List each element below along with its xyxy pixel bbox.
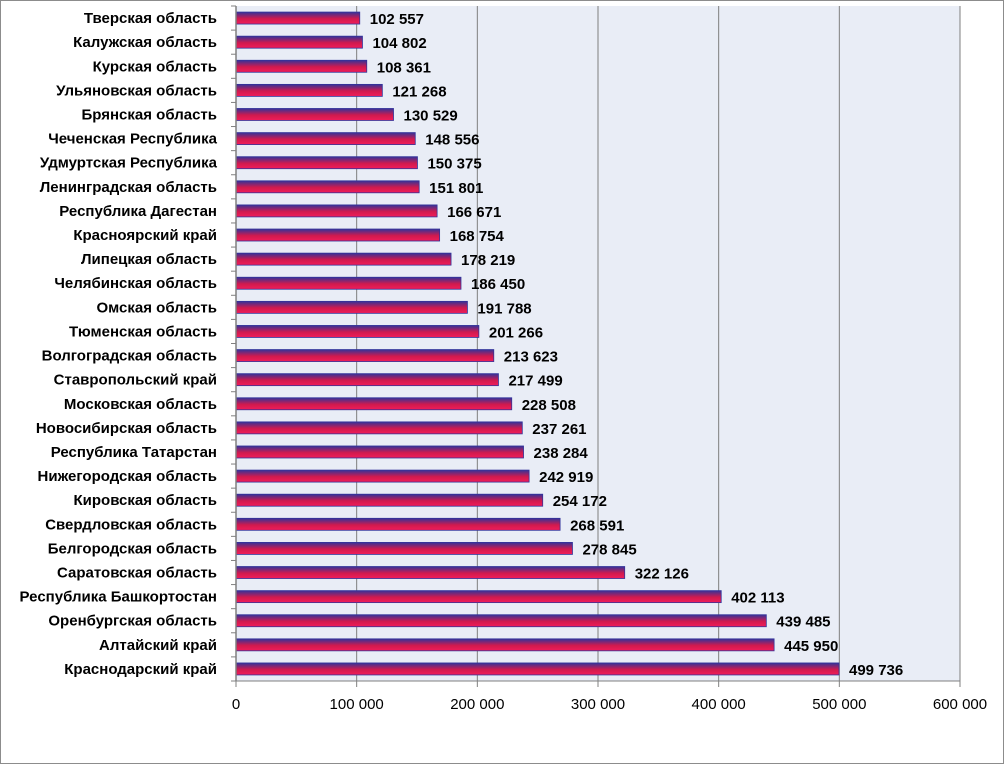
data-label: 217 499 [508, 373, 562, 390]
data-label: 150 375 [427, 156, 481, 173]
category-label: Свердловская область [45, 516, 217, 533]
x-tick-label: 100 000 [330, 696, 384, 713]
category-label: Тюменская область [69, 323, 217, 340]
bar [235, 445, 524, 459]
bar [235, 325, 480, 338]
bar [235, 614, 767, 628]
bar [235, 108, 394, 121]
category-label: Чеченская Республика [48, 131, 217, 148]
labels: 0 100 000 200 000 300 000 400 000 500 000 600 … [20, 10, 988, 713]
data-label: 254 172 [553, 493, 607, 510]
bar [235, 156, 418, 170]
bar [235, 566, 626, 579]
category-label: Оренбургская область [48, 613, 217, 630]
category-label: Краснодарский край [64, 661, 217, 678]
category-label: Брянская область [81, 106, 217, 123]
category-label: Волгоградская область [42, 348, 217, 365]
category-label: Ставропольский край [54, 372, 217, 389]
x-tick-label: 600 000 [933, 696, 987, 713]
category-label: Белгородская область [48, 540, 217, 557]
category-label: Республика Татарстан [51, 444, 217, 461]
bar [235, 252, 452, 266]
category-label: Республика Башкортостан [20, 589, 217, 606]
category-label: Липецкая область [81, 251, 217, 268]
data-label: 102 557 [370, 11, 424, 28]
axes [231, 5, 961, 687]
category-label: Республика Дагестан [59, 203, 217, 220]
x-tick-label: 0 [232, 696, 240, 713]
bar [235, 35, 363, 49]
bar [235, 300, 468, 314]
bar [235, 638, 775, 652]
category-label: Тверская область [84, 10, 217, 27]
data-label: 228 508 [522, 397, 576, 414]
bar [235, 493, 544, 507]
bar [235, 469, 530, 483]
bar [235, 590, 722, 604]
category-label: Ульяновская область [56, 82, 217, 99]
bar [235, 662, 840, 676]
category-label: Алтайский край [99, 637, 217, 654]
bar [235, 349, 495, 362]
bar [235, 397, 513, 411]
data-label: 499 736 [849, 662, 903, 679]
data-label: 121 268 [392, 83, 446, 100]
data-label: 268 591 [570, 517, 624, 534]
data-label: 186 450 [471, 276, 525, 293]
data-label: 178 219 [461, 252, 515, 269]
bar [235, 59, 368, 73]
data-label: 445 950 [784, 638, 838, 655]
category-label: Омская область [96, 299, 217, 316]
bar [235, 11, 361, 25]
category-label: Ленинградская область [40, 179, 217, 196]
category-label: Калужская область [73, 34, 217, 51]
data-label: 191 788 [477, 300, 531, 317]
bar [235, 276, 462, 290]
data-label: 168 754 [450, 228, 505, 245]
category-label: Курская область [93, 58, 217, 75]
data-label: 148 556 [425, 132, 479, 149]
data-label: 402 113 [731, 590, 784, 607]
x-tick-label: 500 000 [812, 696, 866, 713]
category-label: Новосибирская область [36, 420, 217, 437]
data-label: 201 266 [489, 324, 543, 341]
data-label: 108 361 [377, 59, 431, 76]
category-label: Красноярский край [73, 227, 217, 244]
x-tick-label: 400 000 [692, 696, 746, 713]
data-label: 166 671 [447, 204, 501, 221]
bar [235, 421, 523, 435]
category-label: Кировская область [74, 492, 218, 509]
category-label: Нижегородская область [38, 468, 217, 485]
bar [235, 132, 416, 145]
category-label: Московская область [64, 396, 217, 413]
data-label: 213 623 [504, 349, 558, 366]
data-label: 278 845 [582, 541, 636, 558]
data-label: 322 126 [635, 566, 689, 583]
bar [235, 373, 499, 387]
category-label: Саратовская область [57, 565, 217, 582]
data-label: 104 802 [372, 35, 426, 52]
data-label: 130 529 [404, 107, 458, 124]
data-label: 439 485 [776, 614, 830, 631]
data-label: 242 919 [539, 469, 593, 486]
bar [235, 204, 438, 218]
bars [235, 11, 840, 676]
data-label: 151 801 [429, 180, 483, 197]
data-label: 238 284 [534, 445, 589, 462]
data-label: 237 261 [532, 421, 586, 438]
category-label: Удмуртская Республика [40, 155, 218, 172]
bar [235, 542, 573, 555]
bar [235, 83, 383, 97]
bar [235, 517, 561, 531]
bar [235, 180, 420, 194]
bar [235, 228, 441, 242]
x-tick-label: 200 000 [450, 696, 504, 713]
category-label: Челябинская область [54, 275, 217, 292]
x-tick-label: 300 000 [571, 696, 625, 713]
